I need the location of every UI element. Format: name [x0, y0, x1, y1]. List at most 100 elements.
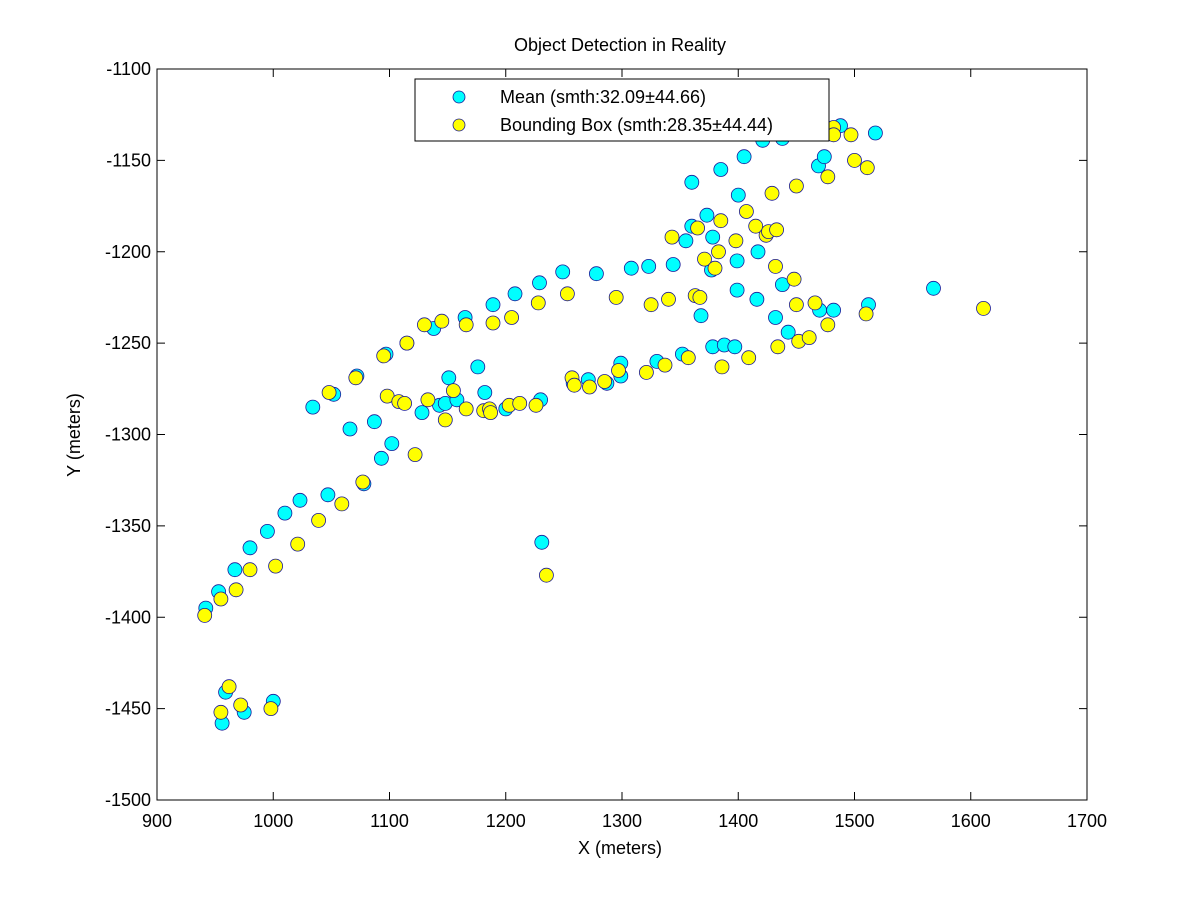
y-tick-label: -1150 — [106, 150, 151, 170]
data-point — [768, 258, 783, 274]
y-tick-label: -1250 — [105, 333, 151, 353]
chart-title: Object Detection in Reality — [514, 35, 726, 55]
legend: Mean (smth:32.09±44.66) Bounding Box (smt… — [414, 78, 830, 142]
data-point — [197, 608, 213, 623]
data-point — [311, 513, 327, 528]
data-point — [512, 395, 528, 411]
data-point — [926, 280, 941, 296]
data-point — [976, 300, 991, 316]
data-point — [657, 357, 673, 373]
data-point — [764, 185, 780, 201]
data-point — [277, 505, 293, 521]
data-point — [560, 286, 575, 302]
data-point — [227, 562, 243, 578]
data-point — [859, 160, 875, 176]
data-point — [801, 330, 817, 346]
data-point — [213, 591, 229, 607]
data-point — [664, 229, 680, 245]
data-point — [713, 162, 729, 177]
data-point — [736, 149, 752, 165]
x-tick-label: 1100 — [370, 811, 409, 831]
data-point — [769, 222, 784, 238]
x-tick-label: 900 — [142, 811, 172, 831]
legend-marker — [452, 118, 466, 132]
data-point — [268, 558, 284, 574]
data-point — [373, 450, 389, 466]
data-point — [847, 152, 862, 168]
data-point — [692, 289, 708, 305]
data-point — [477, 385, 493, 400]
data-point — [290, 536, 306, 552]
data-point — [414, 405, 430, 421]
data-point — [534, 534, 550, 550]
data-points — [197, 118, 991, 731]
data-point — [729, 253, 745, 269]
data-point — [868, 125, 883, 141]
data-point — [820, 317, 836, 333]
data-point — [739, 204, 754, 219]
data-point — [420, 392, 436, 408]
y-axis-label: Y (meters) — [64, 393, 84, 477]
data-point — [348, 370, 364, 386]
data-point — [826, 302, 841, 318]
legend-box — [414, 78, 830, 142]
data-point — [504, 310, 520, 325]
data-point — [608, 289, 624, 305]
data-point — [705, 229, 721, 245]
data-point — [242, 562, 258, 578]
data-point — [843, 127, 859, 143]
data-point — [334, 496, 350, 512]
y-tick-label: -1400 — [105, 607, 151, 627]
x-tick-label: 1400 — [718, 811, 758, 831]
y-tick-label: -1200 — [105, 242, 151, 262]
data-point — [643, 297, 659, 313]
y-tick-label: -1100 — [106, 59, 151, 79]
data-point — [820, 169, 836, 185]
x-tick-label: 1200 — [486, 811, 526, 831]
data-point — [749, 291, 765, 307]
data-point — [780, 324, 796, 340]
x-tick-label: 1500 — [834, 811, 874, 831]
data-point — [707, 260, 723, 276]
data-point — [684, 174, 700, 190]
data-point — [714, 359, 730, 375]
series-bounding-box — [197, 120, 991, 720]
data-point — [259, 524, 275, 539]
data-point — [690, 220, 705, 236]
data-point — [661, 291, 676, 307]
data-point — [458, 401, 474, 417]
x-tick-label: 1700 — [1067, 811, 1107, 831]
data-point — [858, 306, 874, 322]
data-point — [366, 414, 382, 430]
data-point — [641, 258, 657, 274]
data-point — [711, 244, 726, 260]
data-point — [770, 339, 786, 355]
data-point — [292, 492, 308, 508]
data-point — [376, 348, 392, 364]
data-point — [750, 244, 766, 260]
data-point — [741, 350, 757, 366]
legend-label: Bounding Box (smth:28.35±44.44) — [500, 115, 773, 135]
data-point — [416, 317, 432, 333]
data-point — [434, 313, 450, 329]
data-point — [611, 363, 626, 378]
data-point — [228, 582, 244, 598]
y-tick-label: -1450 — [105, 699, 151, 719]
data-point — [437, 412, 453, 428]
x-tick-label: 1000 — [253, 811, 293, 831]
data-point — [555, 264, 571, 280]
data-point — [305, 399, 321, 415]
data-point — [589, 266, 604, 282]
data-point — [730, 187, 746, 203]
y-tick-label: -1500 — [105, 790, 151, 810]
data-point — [728, 233, 744, 249]
y-tick-label: -1300 — [105, 425, 151, 445]
data-point — [384, 436, 400, 452]
data-point — [786, 271, 802, 287]
data-point — [539, 567, 554, 583]
plot-axes: 900 1000 1100 1200 1300 1400 1500 1600 1700 -1100… — [105, 59, 1107, 831]
data-point — [458, 317, 474, 333]
data-point — [485, 297, 501, 313]
